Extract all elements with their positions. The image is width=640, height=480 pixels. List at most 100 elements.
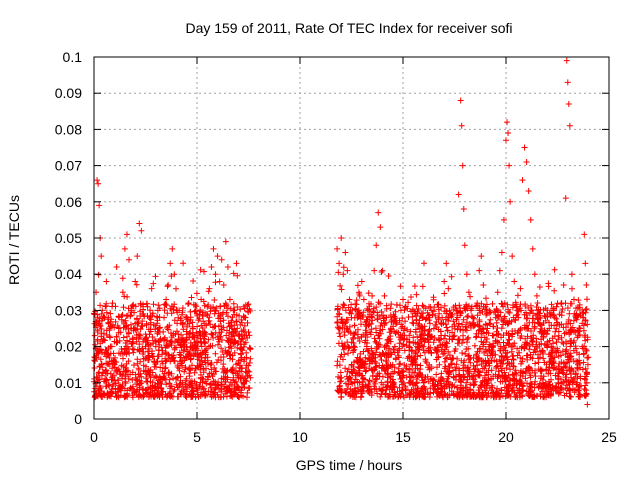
data-point: [226, 296, 233, 303]
data-point: [381, 292, 388, 299]
data-point: [414, 365, 421, 372]
data-point: [542, 329, 549, 336]
data-point: [100, 336, 107, 343]
data-point: [507, 198, 514, 205]
data-point: [459, 162, 466, 169]
data-point: [484, 325, 491, 332]
data-point: [486, 347, 493, 354]
data-point: [107, 343, 114, 350]
data-point: [352, 329, 359, 336]
data-point: [449, 336, 456, 343]
data-point: [92, 358, 99, 365]
data-point: [239, 347, 246, 354]
data-point: [465, 289, 472, 296]
data-point: [582, 260, 589, 267]
data-point: [191, 350, 198, 357]
data-point: [94, 177, 101, 184]
data-point: [410, 339, 417, 346]
data-point: [95, 180, 102, 187]
data-point: [358, 278, 365, 285]
data-point: [181, 343, 188, 350]
data-point: [245, 329, 252, 336]
data-point: [156, 329, 163, 336]
data-point: [496, 267, 503, 274]
data-point: [447, 311, 454, 318]
data-point: [458, 122, 465, 129]
data-point: [548, 343, 555, 350]
data-point: [383, 314, 390, 321]
data-point: [556, 321, 563, 328]
y-axis-label: ROTI / TECUs: [6, 195, 22, 285]
data-point: [334, 245, 341, 252]
data-point: [369, 292, 376, 299]
data-point: [416, 343, 423, 350]
data-point: [562, 195, 569, 202]
x-tick-label: 20: [498, 429, 514, 445]
data-point: [105, 314, 112, 321]
data-point: [478, 253, 485, 260]
data-point: [210, 245, 217, 252]
y-tick-label: 0.05: [55, 230, 82, 246]
data-point: [552, 372, 559, 379]
data-point: [579, 343, 586, 350]
data-point: [208, 263, 215, 270]
data-point: [558, 300, 565, 307]
data-point: [206, 285, 213, 292]
data-point: [340, 271, 347, 278]
data-point: [175, 336, 182, 343]
data-point: [229, 329, 236, 336]
data-point: [344, 267, 351, 274]
data-point: [385, 336, 392, 343]
data-point: [371, 267, 378, 274]
data-point: [342, 249, 349, 256]
data-point: [177, 354, 184, 361]
data-point: [581, 231, 588, 238]
data-point: [546, 325, 553, 332]
y-tick-label: 0.08: [55, 121, 82, 137]
data-point: [144, 303, 151, 310]
data-point: [482, 303, 489, 310]
data-point: [216, 278, 223, 285]
data-point: [566, 122, 573, 129]
y-tick-label: 0.03: [55, 302, 82, 318]
data-point: [490, 332, 497, 339]
data-point: [584, 401, 591, 408]
data-point: [565, 101, 572, 108]
y-tick-label: 0.09: [55, 85, 82, 101]
data-point: [408, 358, 415, 365]
data-point: [560, 282, 567, 289]
data-point: [533, 292, 540, 299]
data-point: [418, 332, 425, 339]
data-point: [430, 325, 437, 332]
data-point: [237, 321, 244, 328]
data-point: [198, 296, 205, 303]
data-point: [463, 271, 470, 278]
data-point: [441, 278, 448, 285]
data-point: [503, 137, 509, 144]
data-point: [134, 253, 141, 260]
data-point: [185, 300, 192, 307]
data-point: [422, 358, 429, 365]
data-point: [498, 249, 505, 256]
y-tick-label: 0.06: [55, 194, 82, 210]
data-point: [346, 296, 353, 303]
chart-title: Day 159 of 2011, Rate Of TEC Index for r…: [185, 20, 512, 36]
data-point: [492, 314, 499, 321]
data-point: [400, 296, 406, 303]
data-point: [531, 271, 538, 278]
data-point: [179, 321, 186, 328]
x-tick-labels: 0 5 10 15 20 25: [90, 429, 617, 445]
data-point: [218, 256, 225, 263]
data-point: [506, 162, 513, 169]
data-point: [336, 260, 343, 267]
data-point: [564, 79, 571, 86]
data-point: [457, 97, 464, 104]
data-point: [412, 350, 419, 357]
data-point: [519, 177, 526, 184]
y-tick-label: 0.04: [55, 266, 82, 282]
data-point: [158, 358, 165, 365]
data-point: [165, 282, 172, 289]
data-point: [373, 242, 380, 249]
data-point: [428, 307, 435, 314]
data-point: [183, 314, 190, 321]
